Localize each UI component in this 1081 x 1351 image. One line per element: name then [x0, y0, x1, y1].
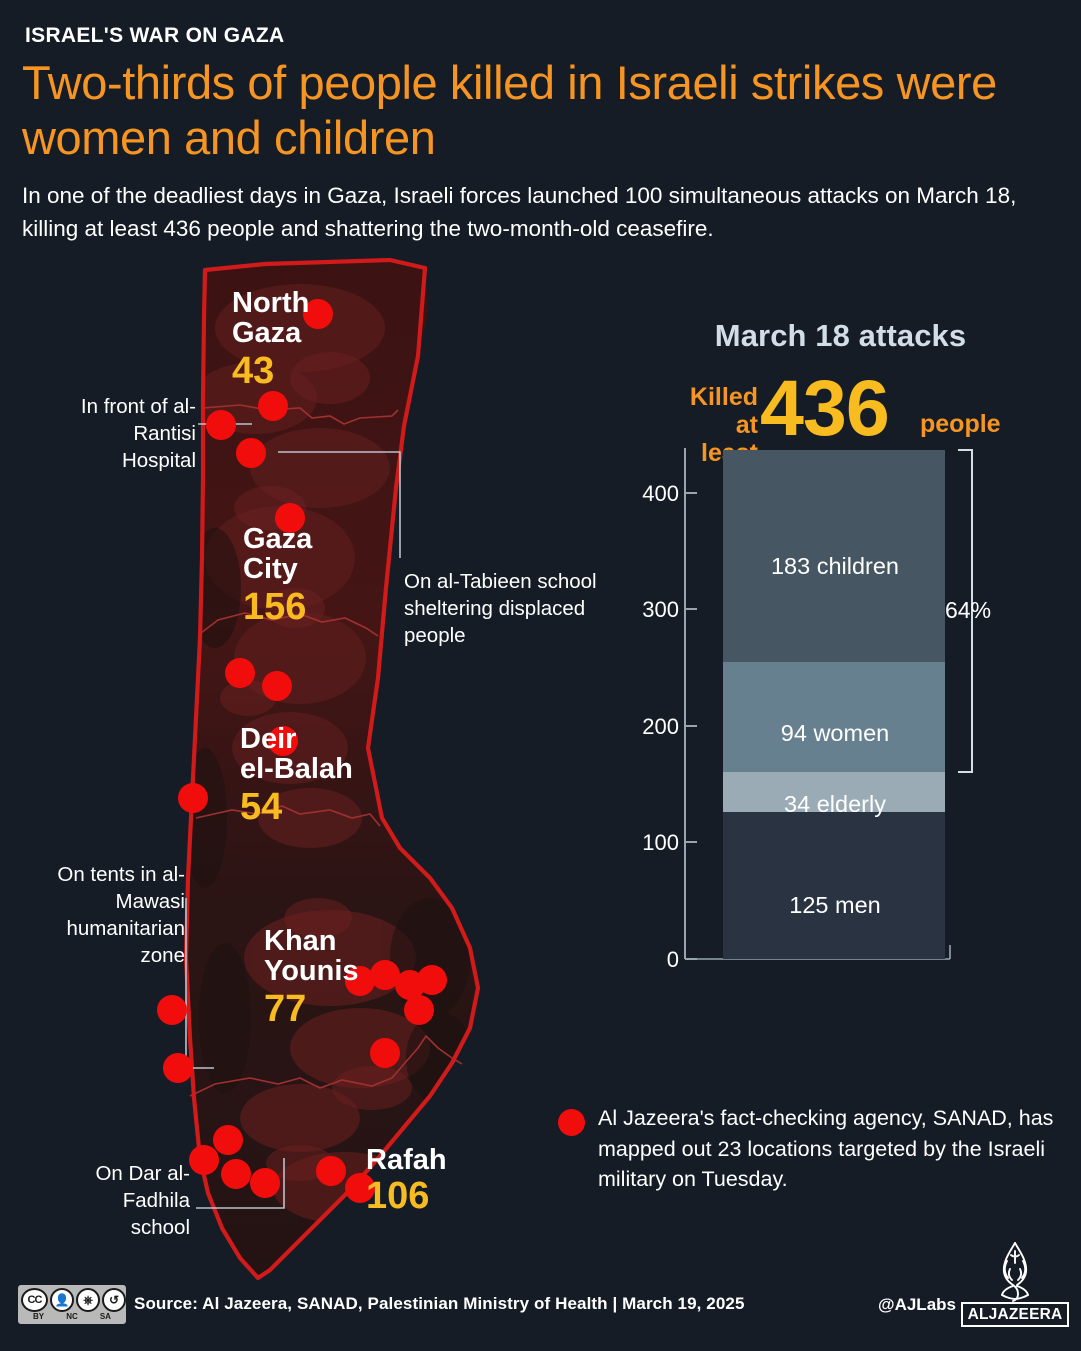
region-name-line1: Deir — [240, 723, 297, 755]
region-name-line2: Younis — [264, 955, 359, 988]
region-deaths-north-gaza: 43 — [232, 349, 275, 392]
march-18-attacks-chart: March 18 attacks Killed at least 436 peo… — [600, 300, 1081, 1040]
legend-description: Al Jazeera's fact-checking agency, SANAD… — [598, 1106, 1054, 1192]
bar-segment-children — [723, 450, 945, 662]
aj-labs-handle: @AJLabs — [878, 1295, 956, 1314]
cc-sa-icon: ↺ — [102, 1288, 126, 1312]
region-name-line2: City — [243, 553, 298, 586]
al-jazeera-wordmark: ALJAZEERA — [967, 1305, 1063, 1323]
legend-marker-icon — [558, 1109, 585, 1136]
footer-bar: CC 👤 ⎈ ↺ BY NC SA Source: Al Jazeera, SA… — [0, 1242, 1081, 1329]
cc-tag-row: BY NC SA — [22, 1312, 122, 1321]
gaza-map-panel: North Gaza 43 Gaza City 156 Deir el-Bala… — [0, 258, 600, 1298]
percentage-bracket — [958, 449, 973, 773]
region-name-line2: el-Balah — [240, 753, 353, 786]
region-name-line1: Gaza — [243, 523, 313, 555]
page-title: Two-thirds of people killed in Israeli s… — [22, 56, 997, 164]
region-name-line1: North — [232, 287, 310, 319]
y-tick-400: 400 — [642, 481, 679, 506]
cc-tag-by: BY — [33, 1312, 45, 1321]
region-name-line1: Khan — [264, 925, 337, 957]
gaza-map-svg — [157, 258, 481, 1281]
cc-by-icon: 👤 — [50, 1288, 74, 1312]
map-callout-al-mawasi-zone: On tents in al-Mawasi humanitarian zone — [57, 863, 185, 968]
map-region-gaza-city: Gaza City 156 — [243, 524, 312, 628]
map-strike-markers — [157, 299, 447, 1203]
bar-segment-women — [723, 662, 945, 772]
bar-segment-men — [723, 812, 945, 959]
source-credit: Source: Al Jazeera, SANAD, Palestinian M… — [134, 1294, 745, 1313]
chart-annotation-percentage: 64% — [945, 597, 992, 623]
al-jazeera-wordmark-box: ALJAZEERA — [961, 1302, 1069, 1327]
al-jazeera-flame-icon — [1001, 1242, 1029, 1302]
map-region-rafah: Rafah 106 — [366, 1145, 447, 1217]
creative-commons-icon: CC 👤 ⎈ ↺ BY NC SA — [18, 1285, 126, 1324]
bar-segment-elderly — [723, 772, 945, 812]
map-region-north-gaza: North Gaza 43 — [232, 288, 309, 392]
region-name-line1: Rafah — [366, 1144, 447, 1176]
cc-tag-sa: SA — [99, 1312, 111, 1321]
chart-people-suffix: people — [920, 410, 1001, 438]
region-deaths-deir-el-balah: 54 — [240, 785, 283, 828]
map-governorate-borders — [189, 404, 463, 1097]
region-name-line2: Gaza — [232, 317, 302, 350]
chart-title: March 18 attacks — [714, 318, 967, 353]
region-deaths-khan-younis: 77 — [264, 987, 307, 1030]
bar-label-children: 183 children — [770, 553, 900, 579]
map-region-khan-younis: Khan Younis 77 — [264, 926, 359, 1030]
map-region-deir-el-balah: Deir el-Balah 54 — [240, 724, 353, 828]
y-tick-200: 200 — [642, 714, 679, 739]
chart-total-deaths: 436 — [760, 363, 890, 452]
cc-tag-nc: NC — [66, 1312, 78, 1321]
cc-mark-icon: CC — [21, 1288, 48, 1312]
y-axis-ticks — [685, 492, 697, 960]
region-deaths-rafah: 106 — [366, 1175, 430, 1218]
bar-label-elderly: 34 elderly — [784, 791, 886, 817]
y-tick-100: 100 — [642, 830, 679, 855]
region-deaths-gaza-city: 156 — [243, 585, 307, 628]
cc-icon-row: CC 👤 ⎈ ↺ — [21, 1288, 126, 1312]
y-tick-0: 0 — [666, 947, 679, 972]
bar-label-men: 125 men — [789, 892, 881, 918]
bar-label-women: 94 women — [780, 720, 890, 746]
map-callout-al-tabieen-school: On al-Tabieen school sheltering displace… — [404, 570, 597, 648]
standfirst-text: In one of the deadliest days in Gaza, Is… — [22, 183, 1017, 241]
cc-nc-icon: ⎈ — [76, 1288, 100, 1312]
kicker-label: ISRAEL'S WAR ON GAZA — [25, 24, 285, 47]
map-callout-al-rantisi-hospital: In front of al-Rantisi Hospital — [80, 395, 196, 473]
y-tick-300: 300 — [642, 597, 679, 622]
map-callout-dar-al-fadhila-school: On Dar al-Fadhila school — [95, 1162, 190, 1240]
al-jazeera-logo: ALJAZEERA — [961, 1241, 1069, 1329]
stacked-bar-svg — [684, 448, 973, 960]
